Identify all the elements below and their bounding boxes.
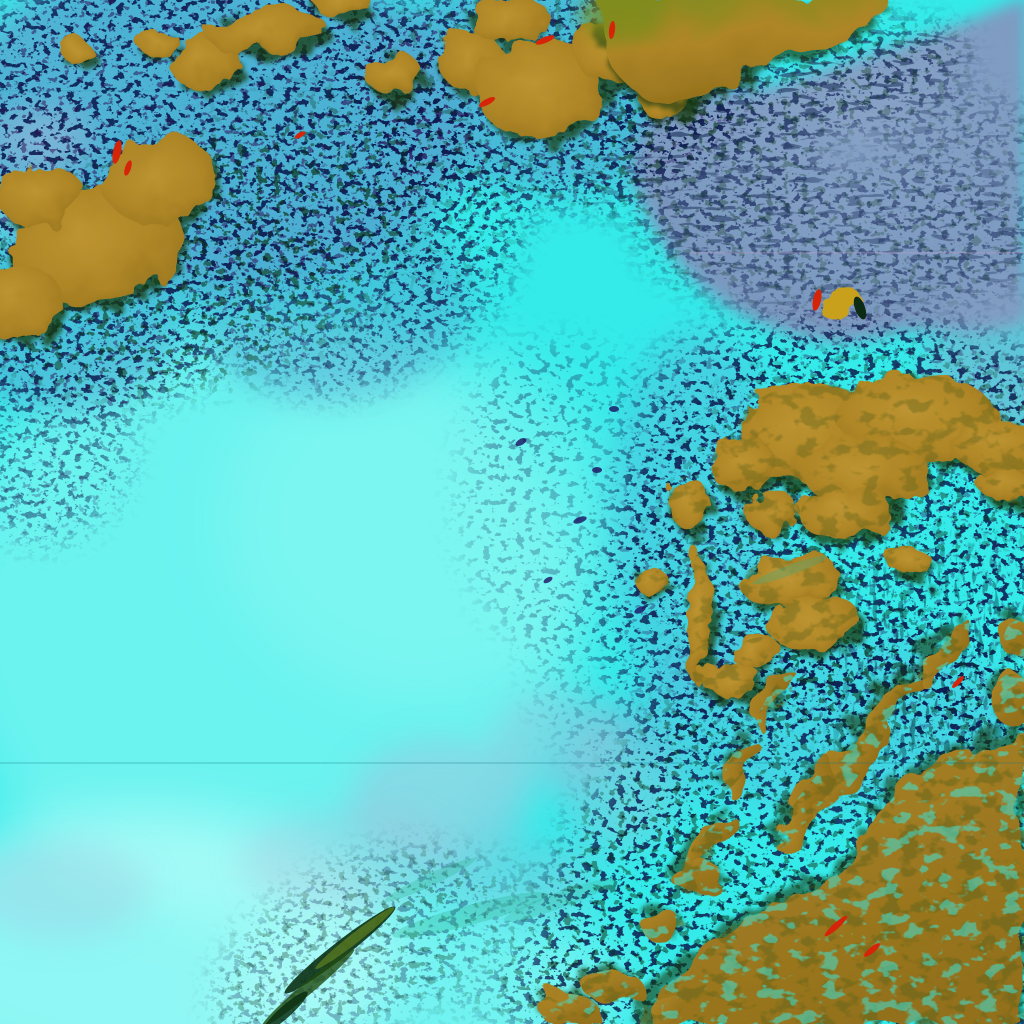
bottom-center-streaks — [261, 555, 828, 1024]
red-edge-accents — [112, 21, 964, 957]
seam-lines — [0, 90, 1024, 764]
